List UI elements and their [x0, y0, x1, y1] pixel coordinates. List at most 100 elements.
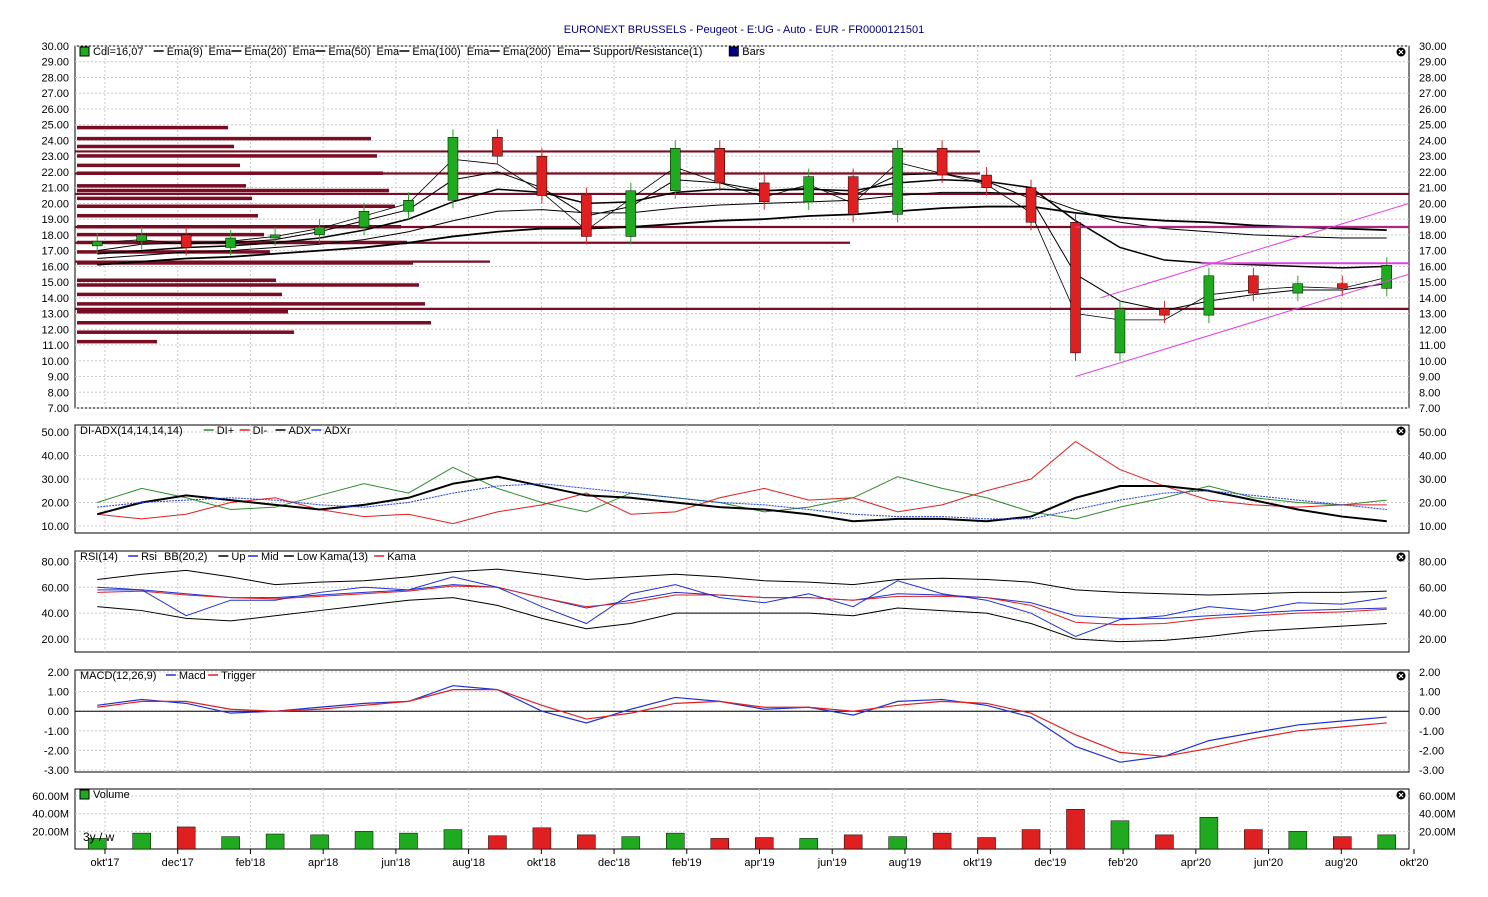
support-resistance-bar	[77, 213, 258, 218]
y-tick-label-right: 30.00	[1419, 41, 1447, 53]
x-tick-label: feb'19	[672, 857, 702, 869]
y-tick-label-right: 30.00	[1419, 474, 1447, 486]
y-tick-label-left: 18.00	[41, 230, 69, 242]
y-tick-label-right: 10.00	[1419, 521, 1447, 533]
y-tick-label-right: 20.00M	[1419, 826, 1456, 838]
y-tick-label-left: 24.00	[41, 135, 69, 147]
y-tick-label-left: 40.00	[41, 451, 69, 463]
volume-bar	[132, 832, 151, 850]
trend-line-upper	[1100, 202, 1410, 299]
legend-item: DI-	[253, 425, 268, 437]
kama-line	[97, 585, 1387, 626]
legend-item: Ema(9)	[167, 46, 203, 58]
support-resistance-bar	[77, 125, 228, 130]
legend-item: Trigger	[221, 670, 256, 682]
support-resistance-bar	[77, 188, 389, 193]
legend-item: Ema	[557, 46, 581, 58]
support-resistance-bar	[77, 339, 157, 344]
close-icon-x	[1398, 49, 1404, 55]
x-tick-label: okt'19	[963, 857, 992, 869]
x-tick-label: okt'17	[90, 857, 119, 869]
volume-bar	[1110, 820, 1130, 850]
x-tick-label: okt'20	[1399, 857, 1428, 869]
candle-body	[314, 226, 325, 236]
y-tick-label-left: 80.00	[41, 556, 69, 568]
volume-bar	[443, 829, 463, 850]
y-tick-label-left: 15.00	[41, 277, 69, 289]
close-icon-x	[1398, 673, 1404, 679]
volume-bar	[577, 834, 596, 850]
candle-body	[225, 237, 236, 248]
y-tick-label-right: 20.00	[1419, 198, 1447, 210]
volume-bar	[1155, 834, 1174, 850]
volume-bar	[399, 832, 418, 850]
legend-item: Ema	[293, 46, 317, 58]
candle-body	[758, 182, 770, 203]
candle-body	[803, 176, 814, 203]
x-tick-label: dec'18	[598, 857, 630, 869]
y-tick-label-left: 50.00	[41, 427, 69, 439]
y-tick-label-left: 21.00	[41, 183, 69, 195]
volume-bar	[621, 836, 641, 850]
candle-body	[1114, 308, 1126, 354]
y-tick-label-left: -2.00	[44, 745, 69, 757]
y-tick-label-right: 26.00	[1419, 104, 1447, 116]
y-tick-label-right: 40.00	[1419, 608, 1447, 620]
ema50-line	[97, 179, 1387, 269]
support-resistance-bar	[77, 309, 288, 314]
legend-item: Macd	[179, 670, 206, 682]
y-tick-label-left: 8.00	[48, 387, 69, 399]
y-tick-label-right: 25.00	[1419, 120, 1447, 132]
y-tick-label-left: 19.00	[41, 214, 69, 226]
legend-item: Ema(20)	[244, 46, 286, 58]
legend-item: Kama	[387, 551, 417, 563]
candle-body	[847, 176, 859, 215]
legend-item: Rsi	[141, 551, 157, 563]
y-tick-label-right: 21.00	[1419, 183, 1447, 195]
support-resistance-bar	[77, 283, 419, 287]
y-tick-label-left: 2.00	[48, 667, 69, 679]
ema200-line	[97, 205, 1387, 266]
candle-body	[714, 148, 726, 184]
legend-item: Ema	[377, 46, 401, 58]
candle-body	[358, 211, 370, 228]
volume-bar	[666, 832, 685, 850]
volume-bar	[1288, 831, 1308, 850]
candle-body	[1248, 275, 1259, 294]
y-tick-label-right: 12.00	[1419, 324, 1447, 336]
y-tick-label-left: 12.00	[41, 324, 69, 336]
x-tick-label: okt'18	[527, 857, 556, 869]
di-plus-line	[97, 466, 1387, 520]
y-tick-label-left: -3.00	[44, 765, 69, 777]
y-tick-label-right: 40.00M	[1419, 809, 1456, 821]
adx-line	[96, 475, 1387, 523]
adxr-line	[97, 483, 1387, 520]
x-tick-label: apr'20	[1181, 857, 1211, 869]
macd-line	[97, 685, 1387, 763]
volume-bar	[310, 834, 329, 850]
y-tick-label-left: 22.00	[41, 167, 69, 179]
support-resistance-bar	[77, 321, 431, 325]
volume-bar	[532, 827, 552, 850]
candle-body	[1381, 264, 1393, 289]
close-icon-x	[1398, 554, 1404, 560]
bb-low-line	[97, 597, 1387, 643]
legend-item: Volume	[93, 789, 130, 801]
x-tick-label: feb'18	[236, 857, 266, 869]
y-tick-label-right: 27.00	[1419, 88, 1447, 100]
legend-item: Bars	[742, 46, 765, 58]
volume-bar	[977, 837, 996, 850]
y-tick-label-right: -1.00	[1419, 726, 1444, 738]
y-tick-label-right: 1.00	[1419, 687, 1440, 699]
support-resistance-bar	[77, 196, 252, 201]
y-tick-label-right: 15.00	[1419, 277, 1447, 289]
y-tick-label-right: 10.00	[1419, 356, 1447, 368]
candle-body	[1292, 283, 1304, 294]
x-tick-label: dec'17	[162, 857, 194, 869]
legend-item: ADXr	[324, 425, 351, 437]
candle-body	[670, 148, 681, 192]
close-icon-x	[1398, 428, 1404, 434]
candle-body	[892, 148, 903, 215]
y-tick-label-right: 20.00	[1419, 634, 1447, 646]
